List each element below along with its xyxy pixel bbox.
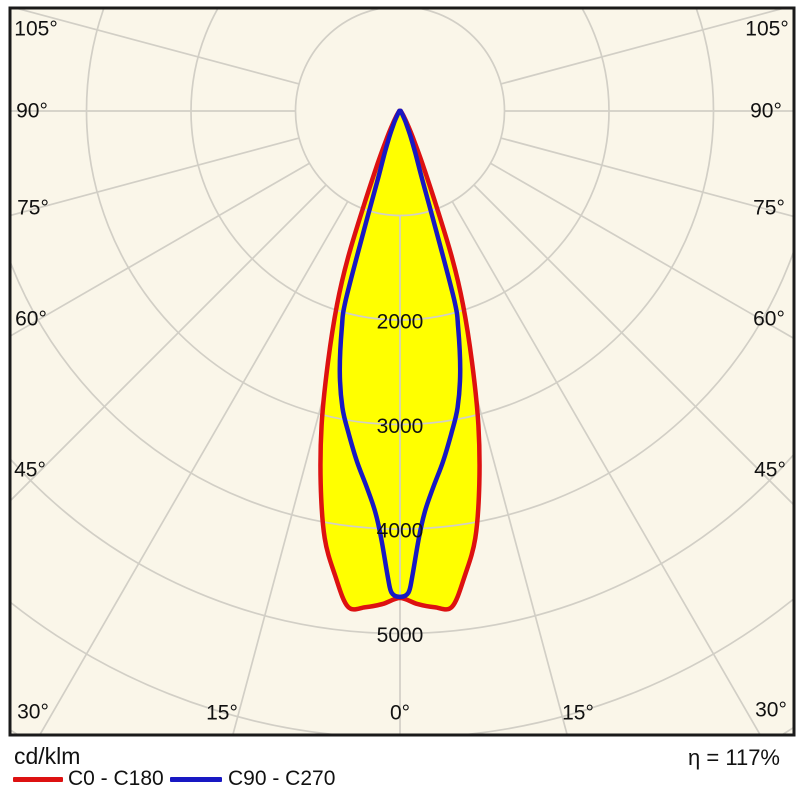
chart-legend: cd/klm C0 - C180 C90 - C270 η = 117% bbox=[0, 742, 800, 800]
legend-swatch-c0-line bbox=[13, 777, 63, 782]
legend-label-c0: C0 - C180 bbox=[68, 767, 164, 790]
angle-label-9: 45° bbox=[754, 459, 786, 482]
angle-label-13: 15° bbox=[562, 702, 594, 725]
efficiency-value: η = 117% bbox=[688, 745, 780, 770]
polar-chart-canvas: 2000 3000 4000 5000 105° 90° 75° 60° 45° 105° 90° 7… bbox=[8, 6, 796, 737]
ring-label-3000: 3000 bbox=[377, 415, 424, 438]
legend-swatch-c90-line bbox=[170, 777, 222, 782]
legend-unit-label: cd/klm bbox=[14, 743, 81, 769]
angle-label-8: 60° bbox=[753, 308, 785, 331]
ring-label-5000: 5000 bbox=[377, 624, 424, 647]
angle-label-1: 90° bbox=[16, 100, 48, 123]
polar-intensity-chart: 2000 3000 4000 5000 105° 90° 75° 60° 45° 105° 90° 7… bbox=[8, 6, 796, 737]
angle-label-12: 0° bbox=[390, 702, 410, 725]
angle-label-14: 30° bbox=[755, 699, 787, 722]
angle-label-11: 15° bbox=[206, 702, 238, 725]
angle-label-4: 45° bbox=[14, 459, 46, 482]
angle-label-5: 105° bbox=[745, 18, 788, 41]
angle-label-0: 105° bbox=[14, 18, 57, 41]
angle-label-2: 75° bbox=[17, 197, 49, 220]
angle-label-10: 30° bbox=[17, 701, 49, 724]
legend-label-c90: C90 - C270 bbox=[228, 767, 336, 790]
angle-label-7: 75° bbox=[753, 197, 785, 220]
angle-label-3: 60° bbox=[15, 308, 47, 331]
ring-label-2000: 2000 bbox=[377, 311, 424, 334]
angle-label-6: 90° bbox=[750, 100, 782, 123]
ring-label-4000: 4000 bbox=[377, 520, 424, 543]
